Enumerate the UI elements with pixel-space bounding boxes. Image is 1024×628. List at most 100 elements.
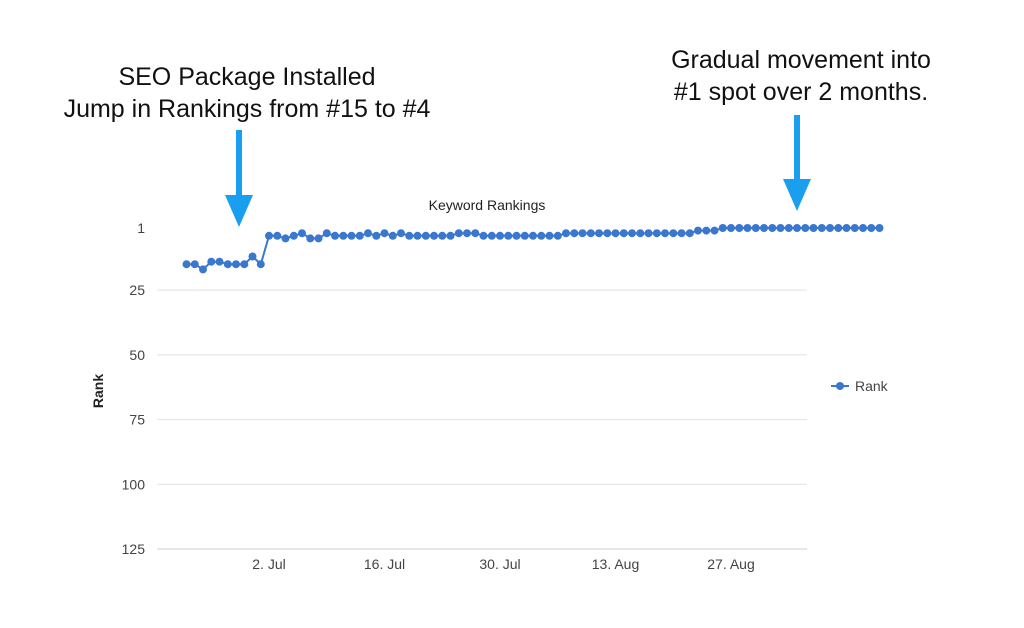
data-point <box>793 224 801 232</box>
data-point <box>768 224 777 232</box>
data-point <box>867 224 876 232</box>
annotation-gradual-movement-line1: Gradual movement into <box>671 46 931 74</box>
annotation-gradual-movement: Gradual movement into #1 spot over 2 mon… <box>640 44 962 108</box>
gridlines <box>157 289 807 550</box>
data-point <box>421 231 430 240</box>
annotation-seo-installed-line1: SEO Package Installed <box>118 63 376 91</box>
data-point <box>784 224 793 232</box>
chart-title: Keyword Rankings <box>429 197 546 213</box>
y-tick-label: 25 <box>129 282 145 298</box>
data-point <box>636 229 645 238</box>
data-point <box>182 260 191 269</box>
data-point <box>545 231 554 240</box>
arrow-head <box>783 179 811 211</box>
data-point <box>207 257 216 266</box>
data-point <box>380 229 389 238</box>
data-point <box>537 231 546 240</box>
data-point <box>595 229 603 238</box>
data-point <box>306 234 315 243</box>
data-point <box>611 229 620 238</box>
data-point <box>685 229 694 238</box>
y-tick-label: 50 <box>129 347 145 363</box>
data-point <box>826 224 834 232</box>
data-point <box>314 234 323 243</box>
data-point <box>454 229 463 238</box>
data-point <box>438 231 447 240</box>
arrow-head <box>225 195 253 227</box>
data-point <box>388 231 397 240</box>
legend[interactable]: Rank <box>831 378 889 394</box>
data-point <box>520 231 529 240</box>
arrow-shaft <box>794 115 800 181</box>
arrow-down-icon <box>783 115 811 211</box>
data-point <box>372 231 381 240</box>
data-point <box>661 229 669 238</box>
data-point <box>562 229 570 238</box>
data-point <box>479 231 488 240</box>
data-point <box>710 226 719 235</box>
annotation-seo-installed: SEO Package Installed Jump in Rankings f… <box>22 61 472 125</box>
data-point <box>504 231 513 240</box>
data-point <box>751 224 760 232</box>
data-point <box>743 224 752 232</box>
data-point <box>273 231 282 240</box>
x-tick-label: 30. Jul <box>479 556 520 572</box>
data-point <box>817 224 826 232</box>
data-point <box>669 229 678 238</box>
x-axis: 2. Jul 16. Jul 30. Jul 13. Aug 27. Aug <box>252 556 754 572</box>
y-tick-label: 1 <box>137 220 145 236</box>
data-point <box>677 229 686 238</box>
data-point <box>463 229 471 238</box>
data-point <box>397 229 405 238</box>
data-point <box>232 260 240 269</box>
data-point <box>199 265 207 274</box>
data-point <box>471 229 480 238</box>
data-point <box>652 229 661 238</box>
data-point <box>644 229 653 238</box>
data-point <box>859 224 867 232</box>
data-point <box>553 231 562 240</box>
data-point <box>347 231 356 240</box>
arrow-shaft <box>236 130 242 197</box>
data-point <box>603 229 612 238</box>
data-point <box>289 231 298 240</box>
data-point <box>215 257 224 266</box>
data-point <box>240 260 249 269</box>
data-point <box>512 231 521 240</box>
data-point <box>256 260 265 269</box>
y-tick-label: 100 <box>122 476 146 492</box>
data-point <box>801 224 810 232</box>
data-point <box>446 231 455 240</box>
x-tick-label: 2. Jul <box>252 556 285 572</box>
y-axis-label: Rank <box>90 374 106 408</box>
data-point <box>223 260 232 269</box>
data-point <box>430 231 438 240</box>
data-point <box>529 231 537 240</box>
data-point <box>331 231 339 240</box>
y-tick-label: 125 <box>122 541 146 557</box>
data-point <box>322 229 331 238</box>
data-point <box>834 224 843 232</box>
data-point <box>760 224 768 232</box>
legend-label: Rank <box>855 378 889 394</box>
data-point <box>570 229 579 238</box>
data-point <box>281 234 290 243</box>
data-point <box>628 229 636 238</box>
data-point <box>578 229 587 238</box>
annotation-arrows <box>225 115 811 227</box>
data-point <box>776 224 785 232</box>
data-point <box>248 252 257 261</box>
data-point <box>496 231 504 240</box>
data-point <box>405 231 414 240</box>
data-point <box>850 224 859 232</box>
arrow-down-icon <box>225 130 253 227</box>
x-tick-label: 13. Aug <box>592 556 640 572</box>
legend-marker-icon <box>836 382 844 390</box>
data-point <box>355 231 364 240</box>
data-point <box>339 231 348 240</box>
data-point <box>809 224 818 232</box>
data-point <box>875 224 884 232</box>
data-point <box>487 231 496 240</box>
